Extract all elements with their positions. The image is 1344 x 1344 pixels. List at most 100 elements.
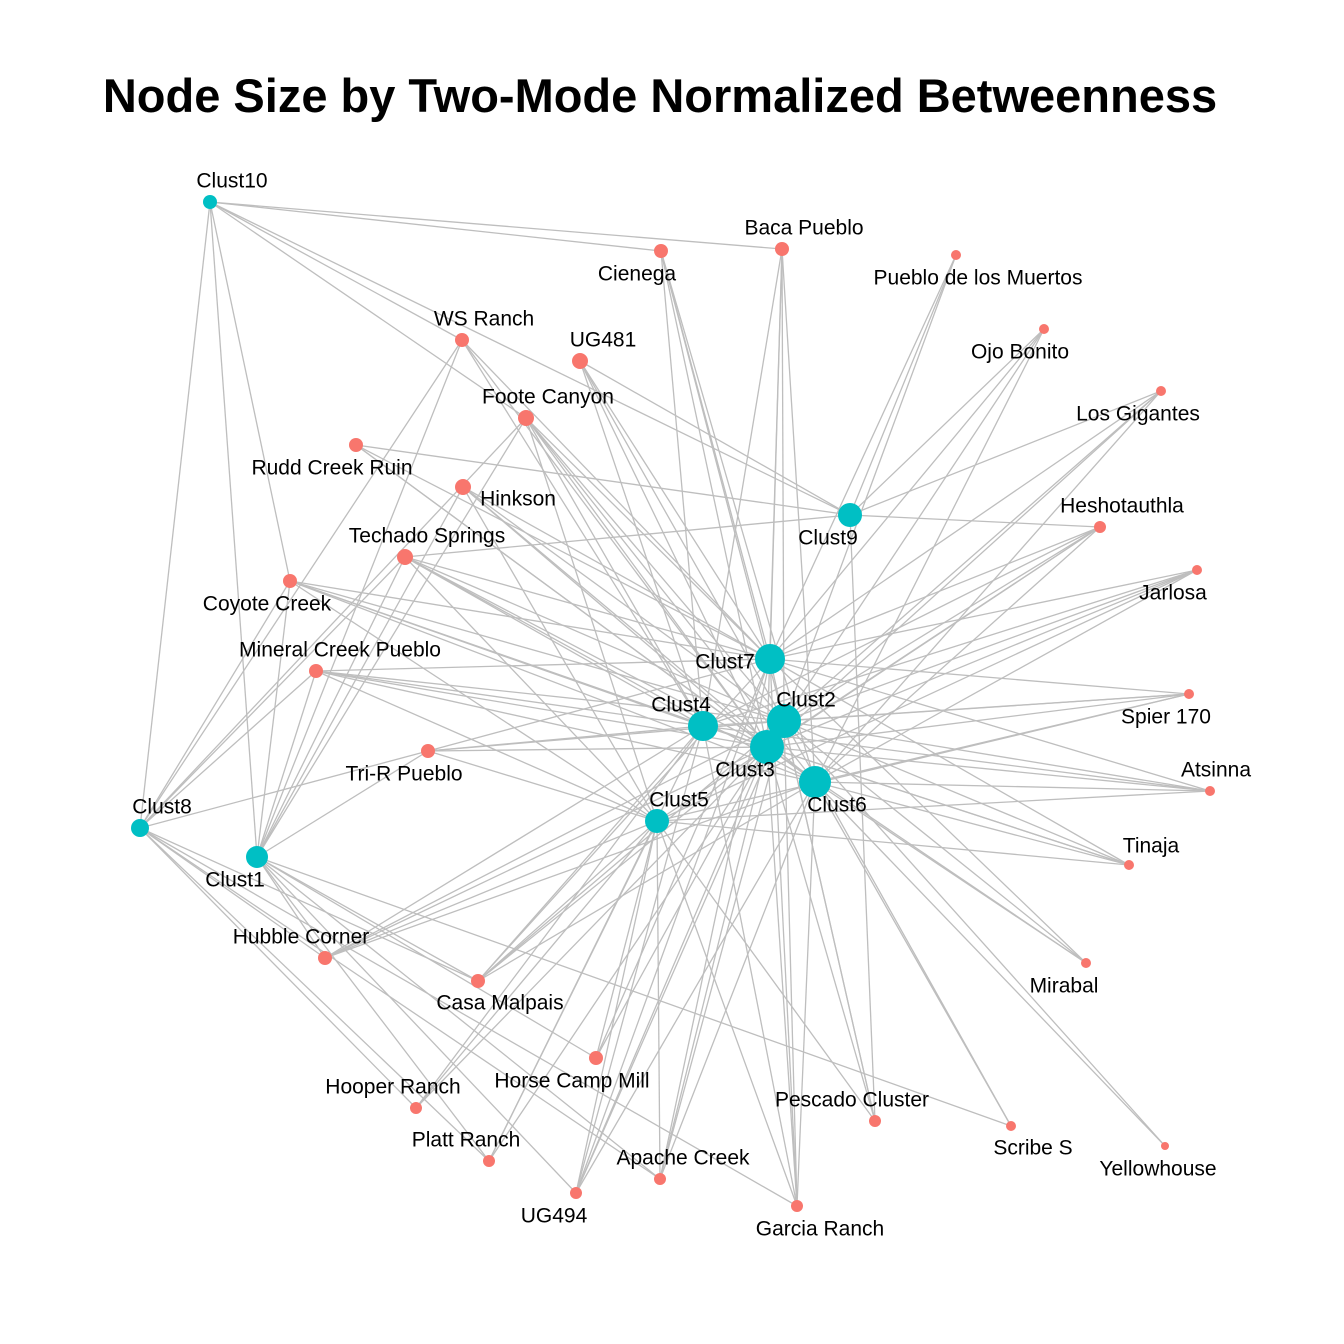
edge-Clust10-BacaPueblo xyxy=(209,201,783,250)
edge-Clust3-ApacheCreek xyxy=(659,746,768,1180)
edge-Clust4-CasaMalpais xyxy=(477,725,704,982)
edge-Clust7-Heshotauthla xyxy=(769,526,1101,660)
edge-Clust1-CoyoteCreek xyxy=(256,580,291,858)
edge-Clust1-MineralCreek xyxy=(256,670,317,858)
edge-Clust1-Hinkson xyxy=(256,486,464,858)
edge-Clust2-CoyoteCreek xyxy=(289,580,785,722)
edge-Clust6-Cienega xyxy=(660,250,816,783)
edge-Clust10-WSRanch xyxy=(209,201,463,341)
node-Clust3 xyxy=(750,730,784,764)
edge-Clust2-HubbleCorner xyxy=(324,720,785,959)
node-label-Jarlosa: Jarlosa xyxy=(1139,582,1207,605)
node-label-HooperRanch: Hooper Ranch xyxy=(325,1076,460,1099)
edge-Clust2-ApacheCreek xyxy=(659,720,785,1180)
labels-layer: Clust1 Clust2 Clust3 Clust4 Clust5 Clust6 Clus… xyxy=(132,170,1251,1241)
edge-Clust5-PlattRanch xyxy=(488,820,658,1162)
node-label-GarciaRanch: Garcia Ranch xyxy=(756,1218,884,1241)
node-BacaPueblo xyxy=(775,242,789,256)
chart-title: Node Size by Two-Mode Normalized Between… xyxy=(102,69,1218,122)
edge-Clust2-FooteCanyon xyxy=(525,417,785,722)
node-label-PlattRanch: Platt Ranch xyxy=(412,1129,521,1152)
node-label-HubbleCorner: Hubble Corner xyxy=(233,926,370,949)
edge-Clust6-BacaPueblo xyxy=(781,248,816,783)
node-label-FooteCanyon: Foote Canyon xyxy=(482,386,614,409)
edge-Clust2-BacaPueblo xyxy=(781,248,785,722)
edge-Clust1-TriR xyxy=(256,750,429,858)
node-OjoBonito xyxy=(1039,324,1049,334)
edge-Clust7-PuebloMuertos xyxy=(769,254,957,660)
edge-Clust1-Techado xyxy=(256,556,406,858)
edge-Clust1-WSRanch xyxy=(256,339,463,858)
edge-Clust7-CoyoteCreek xyxy=(289,580,771,660)
node-label-Clust8: Clust8 xyxy=(132,796,192,819)
node-HooperRanch xyxy=(410,1102,422,1114)
node-Clust6 xyxy=(799,766,831,798)
node-label-Mirabal: Mirabal xyxy=(1030,975,1099,998)
edge-Clust9-OjoBonito xyxy=(849,328,1045,516)
edge-Clust6-Jarlosa xyxy=(814,569,1198,783)
edge-Clust2-UG494 xyxy=(575,720,785,1194)
edge-Clust5-TriR xyxy=(427,750,658,822)
edge-Clust5-Heshotauthla xyxy=(656,526,1101,822)
edge-Clust1-CasaMalpais xyxy=(256,856,479,982)
edge-Clust2-Yellowhouse xyxy=(783,720,1166,1147)
node-label-Clust4: Clust4 xyxy=(651,694,711,717)
edge-Clust7-Spier170 xyxy=(769,658,1190,695)
node-label-OjoBonito: Ojo Bonito xyxy=(971,341,1069,364)
edge-Clust6-ApacheCreek xyxy=(659,781,816,1180)
edge-Clust6-UG494 xyxy=(575,781,816,1194)
edge-Clust5-Atsinna xyxy=(656,790,1211,822)
edge-Clust8-PlattRanch xyxy=(139,827,490,1162)
edge-Clust3-HooperRanch xyxy=(415,746,768,1109)
edge-Clust5-CasaMalpais xyxy=(477,820,658,982)
edge-Clust7-UG481 xyxy=(579,360,771,660)
node-label-CasaMalpais: Casa Malpais xyxy=(436,992,563,1015)
edge-Clust5-Jarlosa xyxy=(656,569,1198,822)
edge-Clust2-Atsinna xyxy=(783,720,1211,792)
edge-Clust8-ApacheCreek xyxy=(139,827,661,1180)
edge-Clust6-LosGigantes xyxy=(814,390,1162,783)
edge-Clust10-Clust8 xyxy=(139,201,211,829)
node-label-Clust10: Clust10 xyxy=(196,170,267,193)
edge-Clust4-Heshotauthla xyxy=(702,526,1101,727)
edge-Clust6-HubbleCorner xyxy=(324,781,816,959)
node-Atsinna xyxy=(1205,786,1215,796)
edge-Clust9-Techado xyxy=(404,514,851,558)
node-label-Clust7: Clust7 xyxy=(695,651,755,674)
edge-Clust4-TriR xyxy=(427,725,704,752)
edge-Clust5-Techado xyxy=(404,556,658,822)
edge-Clust6-ScribeS xyxy=(814,781,1012,1127)
edge-Clust1-ScribeS xyxy=(256,856,1012,1127)
node-HubbleCorner xyxy=(318,951,332,965)
edge-Clust5-HubbleCorner xyxy=(324,820,658,959)
edge-Clust9-RuddCreek xyxy=(355,444,851,516)
edge-Clust7-LosGigantes xyxy=(769,390,1162,660)
node-CasaMalpais xyxy=(471,974,485,988)
node-LosGigantes xyxy=(1156,386,1166,396)
node-Clust7 xyxy=(755,644,785,674)
node-RuddCreek xyxy=(349,438,363,452)
edge-Clust2-PuebloMuertos xyxy=(783,254,957,722)
node-label-WSRanch: WS Ranch xyxy=(434,308,534,331)
edge-Clust8-WSRanch xyxy=(139,339,463,829)
edge-Clust6-Yellowhouse xyxy=(814,781,1166,1147)
edge-Clust4-WSRanch xyxy=(461,339,704,727)
edge-Clust4-HooperRanch xyxy=(415,725,704,1109)
edge-Clust3-CasaMalpais xyxy=(477,746,768,982)
edge-Clust1-PlattRanch xyxy=(256,856,490,1162)
edge-Clust6-Mirabal xyxy=(814,781,1087,964)
edge-Clust10-Cienega xyxy=(209,201,662,252)
node-Clust10 xyxy=(203,195,217,209)
edge-Clust6-Atsinna xyxy=(814,781,1211,792)
node-WSRanch xyxy=(455,333,469,347)
edge-Clust9-PuebloMuertos xyxy=(849,254,957,516)
node-label-RuddCreek: Rudd Creek Ruin xyxy=(251,457,412,480)
edge-Clust3-Hinkson xyxy=(462,486,768,748)
node-label-Techado: Techado Springs xyxy=(349,525,505,548)
edge-Clust10-CoyoteCreek xyxy=(209,201,291,582)
edge-Clust5-FooteCanyon xyxy=(525,417,658,822)
edge-Clust7-MineralCreek xyxy=(315,658,771,672)
node-Clust4 xyxy=(688,711,718,741)
node-label-Clust9: Clust9 xyxy=(798,527,858,550)
node-GarciaRanch xyxy=(791,1200,803,1212)
